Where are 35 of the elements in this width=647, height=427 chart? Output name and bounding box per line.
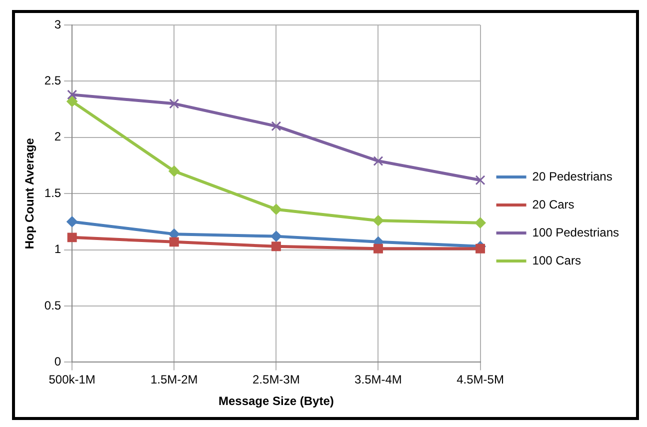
point bbox=[66, 96, 78, 107]
point bbox=[373, 156, 384, 166]
point bbox=[271, 121, 282, 132]
x-axis-title: Message Size (Byte) bbox=[218, 394, 334, 408]
legend-label: 20 Cars bbox=[532, 197, 574, 212]
y-tick-label: 3 bbox=[54, 17, 62, 32]
point bbox=[67, 90, 78, 100]
legend-label: 100 Cars bbox=[532, 253, 581, 268]
point bbox=[475, 175, 486, 186]
y-tick-label: 2 bbox=[54, 130, 62, 144]
x-tick-label: 2.5M-3M bbox=[252, 372, 300, 387]
y-tick-label: 2.5 bbox=[44, 74, 62, 88]
point bbox=[270, 204, 282, 215]
y-tick-label: 0.5 bbox=[44, 298, 62, 312]
point bbox=[372, 215, 384, 226]
legend-label: 20 Pedestrians bbox=[532, 169, 612, 184]
y-tick-label: 1 bbox=[54, 242, 62, 256]
x-tick-label: 4.5M-5M bbox=[456, 372, 504, 387]
point bbox=[373, 244, 383, 254]
y-tick-label: 1.5 bbox=[44, 186, 62, 200]
y-tick-label: 0 bbox=[54, 354, 62, 369]
point bbox=[66, 216, 78, 228]
legend-label: 100 Pedestrians bbox=[532, 225, 620, 240]
point bbox=[271, 242, 281, 252]
point bbox=[474, 217, 486, 228]
point bbox=[168, 166, 180, 177]
x-tick-label: 500k-1M bbox=[48, 372, 96, 387]
y-axis-title: Hop Count Average bbox=[22, 138, 37, 250]
point bbox=[270, 230, 282, 242]
point bbox=[169, 98, 180, 109]
point bbox=[67, 232, 77, 242]
x-tick-label: 1.5M-2M bbox=[150, 372, 198, 387]
point bbox=[476, 244, 486, 254]
point bbox=[169, 237, 179, 247]
x-tick-label: 3.5M-4M bbox=[354, 372, 402, 387]
